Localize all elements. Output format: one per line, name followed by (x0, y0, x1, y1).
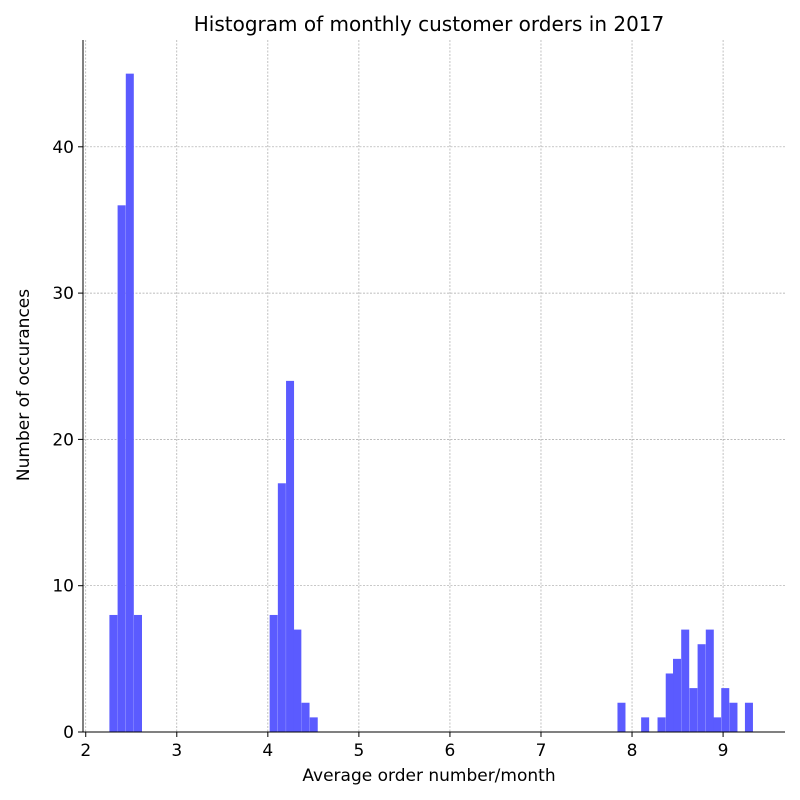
y-tick-label: 40 (52, 138, 74, 158)
histogram-bar (125, 73, 134, 732)
histogram-bar (617, 702, 626, 732)
histogram-bar (277, 483, 286, 732)
bars-layer (109, 73, 753, 733)
x-tick-label: 9 (718, 741, 729, 761)
x-tick-label: 2 (80, 741, 91, 761)
histogram-bar (713, 717, 722, 732)
histogram-bar (697, 644, 706, 732)
histogram-bar (657, 717, 666, 732)
histogram-bar (133, 614, 143, 732)
histogram-bar (117, 205, 126, 733)
x-axis-label: Average order number/month (302, 766, 555, 786)
grid-layer (83, 40, 785, 733)
histogram-bar (301, 702, 310, 732)
y-tick-label: 20 (52, 430, 74, 450)
axes-layer (82, 40, 785, 733)
histogram-bar (269, 614, 278, 732)
histogram-bar (309, 717, 318, 732)
ticks-layer: 2 3 4 5 6 7 8 9 0 10 20 30 40 (52, 138, 728, 761)
histogram-bar (729, 702, 738, 732)
y-tick-label: 10 (52, 577, 74, 597)
y-axis-label: Number of occurances (14, 289, 34, 481)
histogram-bar (665, 673, 674, 732)
x-tick-label: 3 (171, 741, 182, 761)
histogram-bar (689, 688, 698, 732)
histogram-bar (641, 717, 650, 732)
chart-title: Histogram of monthly customer orders in … (194, 12, 665, 36)
x-tick-label: 5 (353, 741, 364, 761)
histogram-bar (705, 629, 714, 732)
y-tick-label: 0 (63, 723, 74, 743)
x-tick-label: 8 (627, 741, 638, 761)
histogram-bar (744, 702, 753, 732)
histogram-bar (109, 614, 118, 732)
x-tick-label: 7 (536, 741, 547, 761)
x-tick-label: 6 (445, 741, 456, 761)
histogram-bar (293, 629, 302, 732)
histogram-bar (286, 380, 295, 732)
y-tick-label: 30 (52, 284, 74, 304)
histogram-bar (681, 629, 690, 732)
histogram-bar (673, 658, 682, 732)
x-tick-label: 4 (262, 741, 273, 761)
histogram-bar (721, 688, 730, 732)
